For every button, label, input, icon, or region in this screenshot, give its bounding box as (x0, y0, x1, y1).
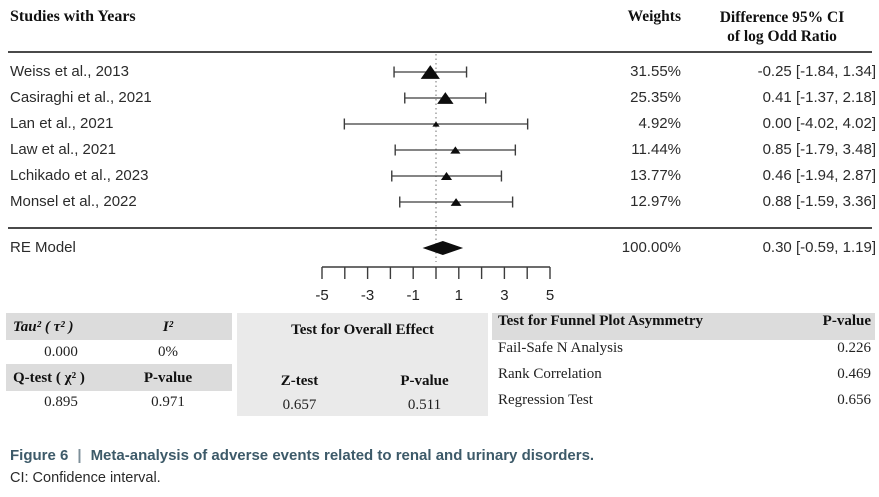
overall-effect-title: Test for Overall Effect (291, 322, 434, 338)
qtest-pvalue-label: P-value (143, 370, 193, 386)
funnel-row-label: Fail-Safe N Analysis (498, 340, 623, 356)
i2-value: 0% (158, 344, 178, 360)
x-axis-tick-label: 3 (500, 287, 508, 304)
qtest-header-row: Q-test ( χ² ) P-value (6, 364, 232, 391)
i2-label: I² (162, 319, 174, 335)
difference-ci-line1: Difference 95% CI (719, 9, 845, 26)
study-ci: -0.25 [-1.84, 1.34] (757, 63, 876, 80)
tau2-value: 0.000 (44, 344, 78, 360)
study-weight: 25.35% (630, 89, 681, 106)
ztest-value: 0.657 (282, 397, 317, 413)
column-header-difference-ci: Difference 95% CI of log Odd Ratio (688, 8, 876, 46)
funnel-row: Regression Test 0.656 (492, 392, 875, 416)
funnel-header-row: Test for Funnel Plot Asymmetry P-value (492, 313, 875, 340)
qtest-label: Q-test ( χ² ) (13, 370, 85, 386)
study-ci: 0.46 [-1.94, 2.87] (762, 167, 876, 184)
funnel-asymmetry-block: Test for Funnel Plot Asymmetry P-value F… (492, 313, 875, 416)
qtest-pvalue: 0.971 (151, 394, 185, 410)
study-weight: 13.77% (630, 167, 681, 184)
estimate-triangle (437, 92, 454, 104)
study-ci: 0.00 [-4.02, 4.02] (762, 115, 876, 132)
estimate-triangle (440, 171, 453, 181)
x-axis-tick-label: -1 (407, 287, 420, 304)
study-ci: 0.85 [-1.79, 3.48] (762, 141, 876, 158)
study-weight: 11.44% (631, 141, 681, 158)
funnel-row-label: Rank Correlation (498, 366, 602, 382)
study-ci: 0.41 [-1.37, 2.18] (762, 89, 876, 106)
forest-plot-canvas: -5 -3 -1 1 3 5 (315, 54, 554, 304)
caption-title: Meta-analysis of adverse events related … (90, 447, 595, 464)
study-ci: 0.88 [-1.59, 3.36] (762, 193, 876, 210)
study-label: Casiraghi et al., 2021 (10, 89, 152, 106)
caption-separator: | (77, 447, 82, 464)
overall-effect-header-row: Z-test P-value (237, 367, 488, 394)
study-weight: 12.97% (630, 193, 681, 210)
ztest-label: Z-test (280, 373, 319, 389)
funnel-row-pvalue: 0.226 (837, 340, 871, 356)
heterogeneity-header-row: Tau² ( τ² ) I² (6, 313, 232, 340)
estimate-triangle (420, 65, 440, 79)
figure-caption: Figure 6 | Meta-analysis of adverse events… (10, 447, 594, 464)
funnel-row-label: Regression Test (498, 392, 593, 408)
header-divider-line (8, 51, 872, 53)
study-label: Lchikado et al., 2023 (10, 167, 149, 184)
figure-number: Figure 6 (10, 447, 69, 464)
overall-effect-spacer (237, 347, 488, 367)
study-label: Monsel et al., 2022 (10, 193, 137, 210)
funnel-row: Rank Correlation 0.469 (492, 366, 875, 392)
funnel-title: Test for Funnel Plot Asymmetry (498, 313, 703, 329)
funnel-row-pvalue: 0.469 (837, 366, 871, 382)
column-header-weights: Weights (627, 8, 681, 25)
heterogeneity-block: Tau² ( τ² ) I² 0.000 0% Q-test ( χ² ) P-val… (6, 313, 232, 413)
study-weight: 4.92% (638, 115, 681, 132)
summary-label: RE Model (10, 239, 76, 256)
difference-ci-line2: of log Odd Ratio (727, 28, 837, 45)
study-weight: 31.55% (630, 63, 681, 80)
qtest-value: 0.895 (44, 394, 78, 410)
tau2-label: Tau² ( τ² ) (13, 319, 74, 335)
study-label: Weiss et al., 2013 (10, 63, 129, 80)
x-axis-tick-label: -5 (315, 287, 328, 304)
estimate-triangle (450, 198, 462, 206)
x-axis-tick-label: -3 (361, 287, 374, 304)
summary-diamond (422, 241, 464, 255)
overall-pvalue: 0.511 (407, 397, 442, 413)
heterogeneity-value-row: 0.000 0% (6, 340, 232, 364)
study-label: Law et al., 2021 (10, 141, 116, 158)
overall-effect-value-row: 0.657 0.511 (237, 394, 488, 416)
caption-note: CI: Confidence interval. (10, 470, 161, 486)
funnel-pvalue-label: P-value (822, 313, 871, 329)
summary-weight: 100.00% (621, 239, 681, 256)
study-label: Lan et al., 2021 (10, 115, 114, 132)
funnel-row: Fail-Safe N Analysis 0.226 (492, 340, 875, 366)
overall-pvalue-label: P-value (400, 373, 449, 389)
x-axis-tick-label: 1 (455, 287, 463, 304)
estimate-triangle (450, 146, 461, 154)
x-axis-tick-label: 5 (546, 287, 554, 304)
estimate-triangle (432, 121, 440, 127)
column-header-studies: Studies with Years (10, 8, 136, 25)
qtest-value-row: 0.895 0.971 (6, 391, 232, 413)
funnel-row-pvalue: 0.656 (837, 392, 871, 408)
overall-effect-block: Test for Overall Effect Z-test P-value 0.… (237, 313, 488, 416)
summary-divider-line (8, 227, 872, 229)
summary-ci: 0.30 [-0.59, 1.19] (762, 239, 876, 256)
